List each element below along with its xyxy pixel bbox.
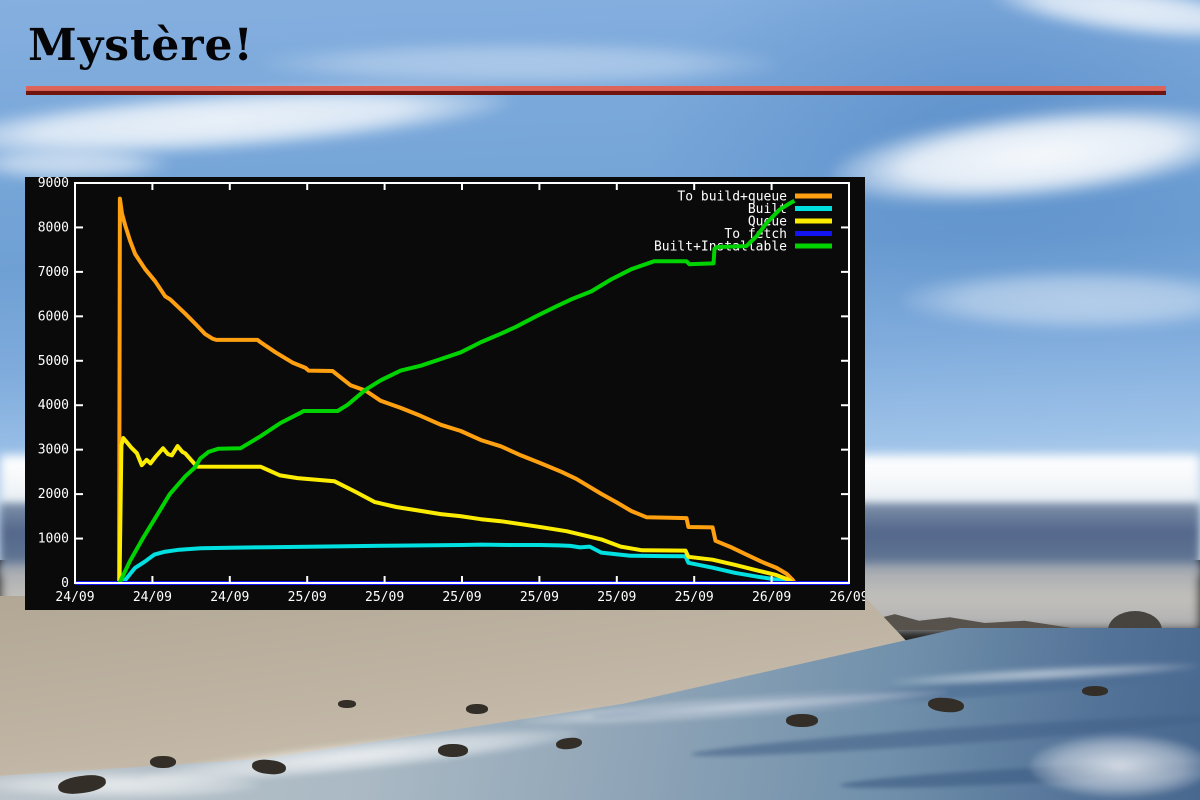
- y-tick-label: 4000: [38, 398, 69, 413]
- y-tick-label: 6000: [38, 309, 69, 324]
- cloud-wisp: [900, 270, 1200, 330]
- y-tick-label: 8000: [38, 220, 69, 235]
- x-tick-label: 24/09: [55, 590, 94, 605]
- x-tick-label: 24/09: [133, 590, 172, 605]
- series-line-to-build-queue: [117, 196, 797, 585]
- legend-label: To build+queue: [677, 190, 787, 205]
- seaweed-rock: [466, 704, 488, 714]
- seaweed-rock: [150, 756, 176, 768]
- axis-ticks: 24/09 24/09 24/09 25/09 25/09 25/09 25/09 25/09…: [38, 177, 865, 605]
- cloud-wisp: [260, 42, 780, 86]
- y-tick-label: 2000: [38, 487, 69, 502]
- y-tick-label: 9000: [38, 177, 69, 191]
- title-underline-rule: [26, 86, 1166, 95]
- x-tick-label: 25/09: [365, 590, 404, 605]
- y-tick-label: 7000: [38, 265, 69, 280]
- series-line-queue: [117, 436, 795, 585]
- x-tick-label: 25/09: [597, 590, 636, 605]
- series-line-built-installable: [117, 199, 796, 584]
- gnuplot-chart-panel: To build+queue Built Queue To fetch Built+In…: [25, 177, 865, 610]
- series-line-built: [118, 542, 793, 585]
- x-tick-label: 26/09: [752, 590, 791, 605]
- cloud-wisp: [0, 148, 170, 180]
- x-tick-label: 25/09: [442, 590, 481, 605]
- slide-title: Mystère!: [28, 20, 254, 71]
- y-tick-label: 0: [61, 576, 69, 591]
- seaweed-rock: [338, 700, 356, 708]
- x-tick-label: 24/09: [210, 590, 249, 605]
- y-tick-label: 3000: [38, 443, 69, 458]
- x-tick-label: 25/09: [675, 590, 714, 605]
- surf-foam: [1030, 735, 1200, 797]
- x-tick-label: 25/09: [288, 590, 327, 605]
- x-tick-label: 25/09: [520, 590, 559, 605]
- seaweed-rock: [438, 744, 468, 757]
- x-tick-label: 26/09: [829, 590, 865, 605]
- seaweed-rock: [786, 714, 818, 727]
- seaweed-rock: [1082, 686, 1108, 696]
- y-tick-label: 1000: [38, 532, 69, 547]
- surf-foam: [0, 772, 260, 798]
- y-tick-label: 5000: [38, 354, 69, 369]
